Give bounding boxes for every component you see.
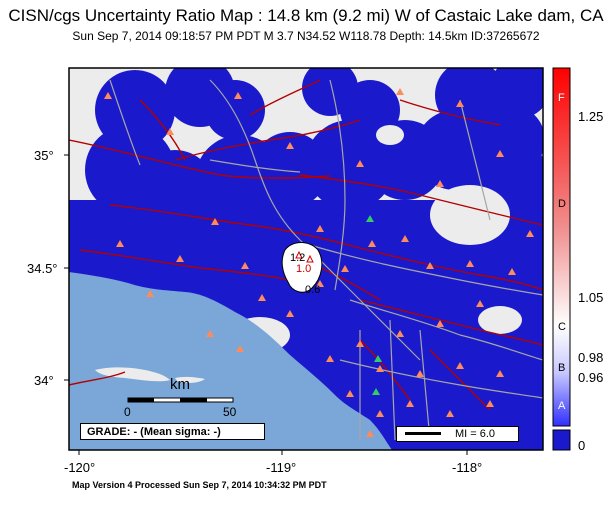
channel-island-2 (175, 376, 205, 383)
lon-label-119: -119° (266, 460, 297, 475)
lat-label-35: 35° (34, 148, 54, 163)
lon-label-118: -118° (452, 460, 483, 475)
scale-unit-label: km (170, 376, 190, 393)
mi-line (405, 432, 441, 435)
mi-legend-box: MI = 6.0 (396, 426, 519, 442)
grade-letter-f: F (558, 92, 565, 104)
contour-label-1-0: 1.0 (296, 263, 311, 275)
fault-lines (69, 79, 543, 411)
ratio-tick-0-98: 0.98 (578, 350, 604, 365)
green-stations (366, 215, 382, 395)
grade-letter-c: C (558, 321, 566, 333)
axis-ticks (64, 154, 468, 455)
mi-label: MI = 6.0 (455, 428, 496, 440)
scale-start-label: 0 (124, 405, 131, 419)
pacific-ocean (69, 272, 392, 450)
grade-box: GRADE: - (Mean sigma: -) (80, 423, 265, 440)
contour-label-0-6: 0.6 (305, 284, 320, 296)
processing-footer: Map Version 4 Processed Sun Sep 7, 2014 … (72, 480, 327, 490)
lon-label-120: -120° (64, 460, 96, 475)
event-info: Sun Sep 7, 2014 09:18:57 PM PDT M 3.7 N3… (72, 29, 540, 43)
contour-label-1-2: 1.2 (290, 252, 305, 264)
epicenter-contour (281, 242, 323, 293)
map-border (68, 67, 544, 451)
seismic-stations (104, 88, 534, 437)
distance-scale-bar (127, 397, 234, 403)
uncertainty-zero-swatch (552, 429, 571, 451)
channel-island (95, 367, 170, 382)
ratio-tick-0: 0 (578, 438, 586, 453)
ratio-tick-0-96: 0.96 (578, 370, 604, 385)
map-frame-content: 1.2 1.0 0.6 (69, 68, 543, 450)
scale-end-label: 50 (223, 405, 237, 419)
lat-label-34: 34° (34, 373, 54, 388)
map-title: CISN/cgs Uncertainty Ratio Map : 14.8 km… (8, 6, 604, 25)
lat-label-34-5: 34.5° (27, 261, 58, 276)
grade-letter-d: D (558, 198, 566, 210)
highways (109, 79, 543, 441)
grade-letter-b: B (558, 362, 566, 374)
grade-letter-a: A (558, 400, 566, 412)
ratio-tick-1-25: 1.25 (578, 109, 604, 124)
uncertainty-color-bar (552, 67, 571, 427)
ratio-tick-1-05: 1.05 (578, 290, 604, 305)
